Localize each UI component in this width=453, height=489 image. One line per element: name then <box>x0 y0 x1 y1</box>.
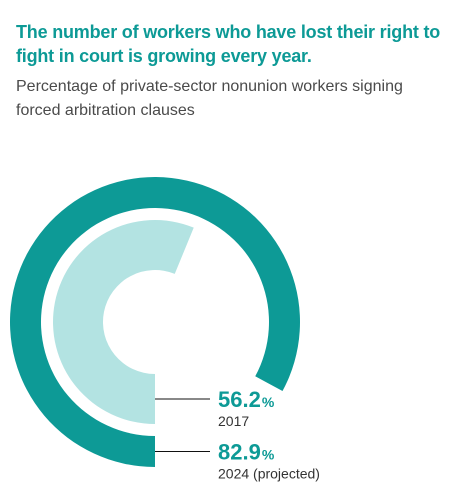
chart-rings <box>9 176 300 467</box>
value-label-2017: 56.2% <box>218 387 275 412</box>
chart-labels: 56.2%2017 82.9%2024 (projected) <box>155 387 320 482</box>
chart-subtitle: Percentage of private-sector nonunion wo… <box>16 78 403 119</box>
value-label-2024: 82.9% <box>218 440 275 465</box>
category-label-2024: 2024 (projected) <box>218 466 320 482</box>
chart-title: The number of workers who have lost thei… <box>16 22 441 66</box>
arc-inner-2017 <box>53 219 194 424</box>
category-label-2017: 2017 <box>218 413 249 429</box>
